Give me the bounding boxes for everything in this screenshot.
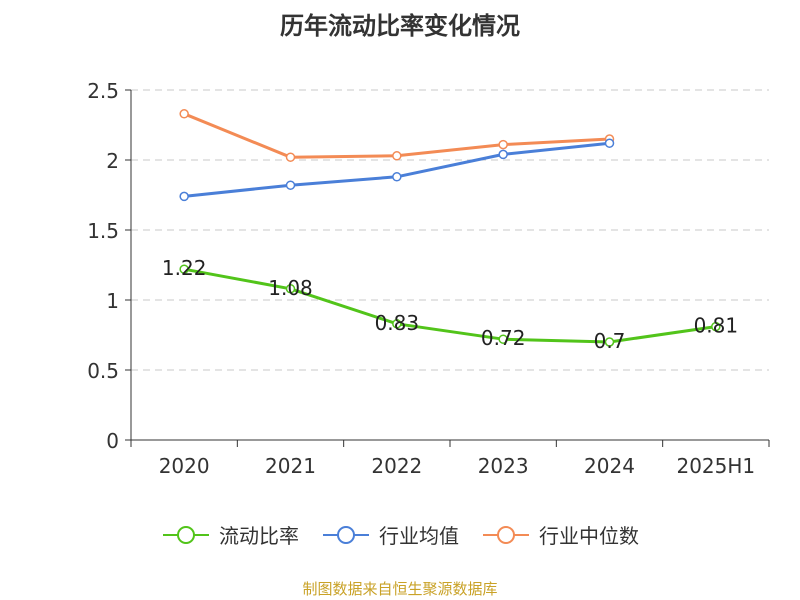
- legend-marker-industry-median: [483, 525, 529, 544]
- data-label: 1.22: [162, 256, 207, 280]
- y-tick-label: 1: [106, 289, 119, 313]
- chart-title: 历年流动比率变化情况: [280, 12, 520, 40]
- y-tick-label: 2: [106, 149, 119, 173]
- data-label: 0.72: [481, 326, 526, 350]
- legend-label-industry-avg: 行业均值: [379, 524, 459, 548]
- legend-marker-industry-avg: [323, 525, 369, 544]
- legend-item-current-ratio[interactable]: 流动比率: [161, 520, 299, 549]
- data-point-current_ratio: [604, 337, 615, 347]
- x-tick-label: 2022: [371, 454, 422, 478]
- data-point-industry_avg: [604, 138, 615, 148]
- source-note: 制图数据来自恒生聚源数据库: [302, 580, 498, 598]
- data-point-industry_median: [498, 139, 508, 150]
- data-point-industry_avg: [392, 172, 402, 182]
- data-label: 0.81: [694, 314, 739, 338]
- legend: 流动比率 行业均值 行业中位数: [0, 520, 800, 549]
- x-tick-label: 2024: [584, 454, 635, 478]
- y-tick-label: 2.5: [87, 79, 119, 103]
- x-tick-label: 2021: [265, 454, 316, 478]
- legend-item-industry-avg[interactable]: 行业均值: [321, 520, 459, 549]
- legend-item-industry-median[interactable]: 行业中位数: [481, 520, 639, 549]
- data-point-industry_avg: [285, 180, 296, 190]
- data-point-current_ratio: [711, 321, 721, 332]
- x-tick-label: 2020: [159, 454, 210, 478]
- data-point-industry_median: [179, 109, 189, 119]
- x-tick-label: 2023: [478, 454, 529, 478]
- legend-label-industry-median: 行业中位数: [539, 524, 639, 548]
- data-point-current_ratio: [179, 264, 189, 274]
- legend-marker-current-ratio: [163, 525, 209, 544]
- data-point-industry_median: [285, 152, 296, 162]
- series-line-current_ratio: [183, 267, 717, 344]
- data-point-industry_avg: [498, 149, 508, 160]
- y-tick-label: 1.5: [87, 219, 119, 243]
- x-tick-label: 2025H1: [676, 454, 755, 478]
- data-point-industry_avg: [179, 191, 189, 202]
- y-tick-label: 0: [106, 429, 119, 453]
- legend-label-current-ratio: 流动比率: [219, 524, 299, 548]
- data-label: 0.7: [594, 329, 626, 353]
- data-point-current_ratio: [285, 284, 296, 294]
- data-point-current_ratio: [392, 319, 402, 329]
- data-label: 0.83: [375, 311, 420, 335]
- data-point-industry_median: [392, 151, 402, 161]
- data-label: 1.08: [268, 276, 313, 300]
- y-tick-label: 0.5: [87, 359, 119, 383]
- data-point-current_ratio: [498, 334, 508, 344]
